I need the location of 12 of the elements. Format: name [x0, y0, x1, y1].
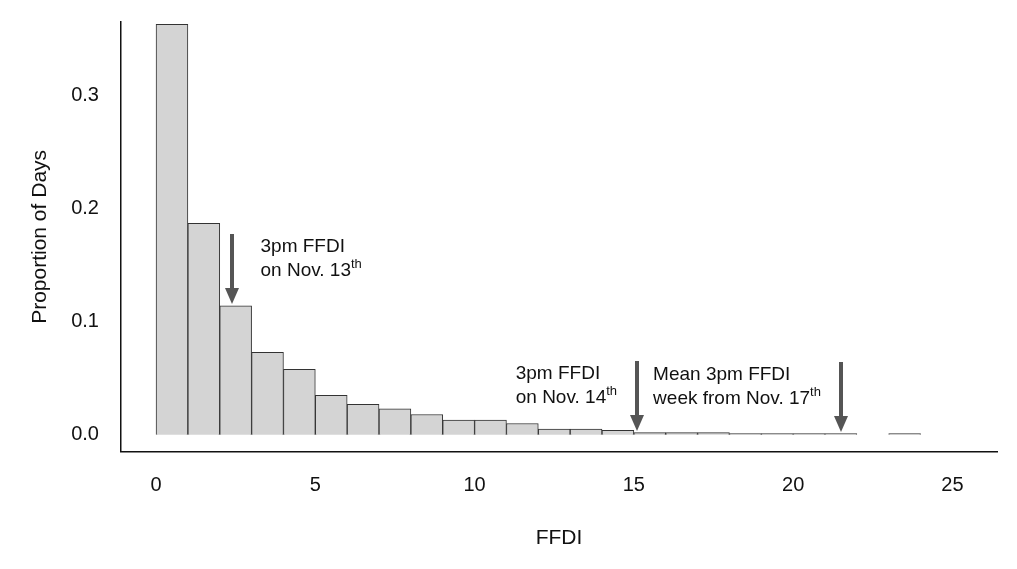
y-tick-label: 0.1 [71, 309, 99, 332]
y-tick-label: 0.0 [71, 422, 99, 445]
x-tick-label: 5 [309, 473, 321, 496]
x-tick-label: 0 [150, 473, 162, 496]
x-axis-title: FFDI [535, 525, 583, 549]
y-axis-title: Proportion of Days [27, 149, 51, 324]
y-tick-label: 0.2 [71, 196, 99, 219]
x-tick-label: 10 [463, 473, 486, 496]
x-tick-label: 25 [941, 473, 964, 496]
x-tick-label: 20 [782, 473, 805, 496]
x-tick-label: 15 [622, 473, 645, 496]
y-tick-label: 0.3 [71, 83, 99, 106]
